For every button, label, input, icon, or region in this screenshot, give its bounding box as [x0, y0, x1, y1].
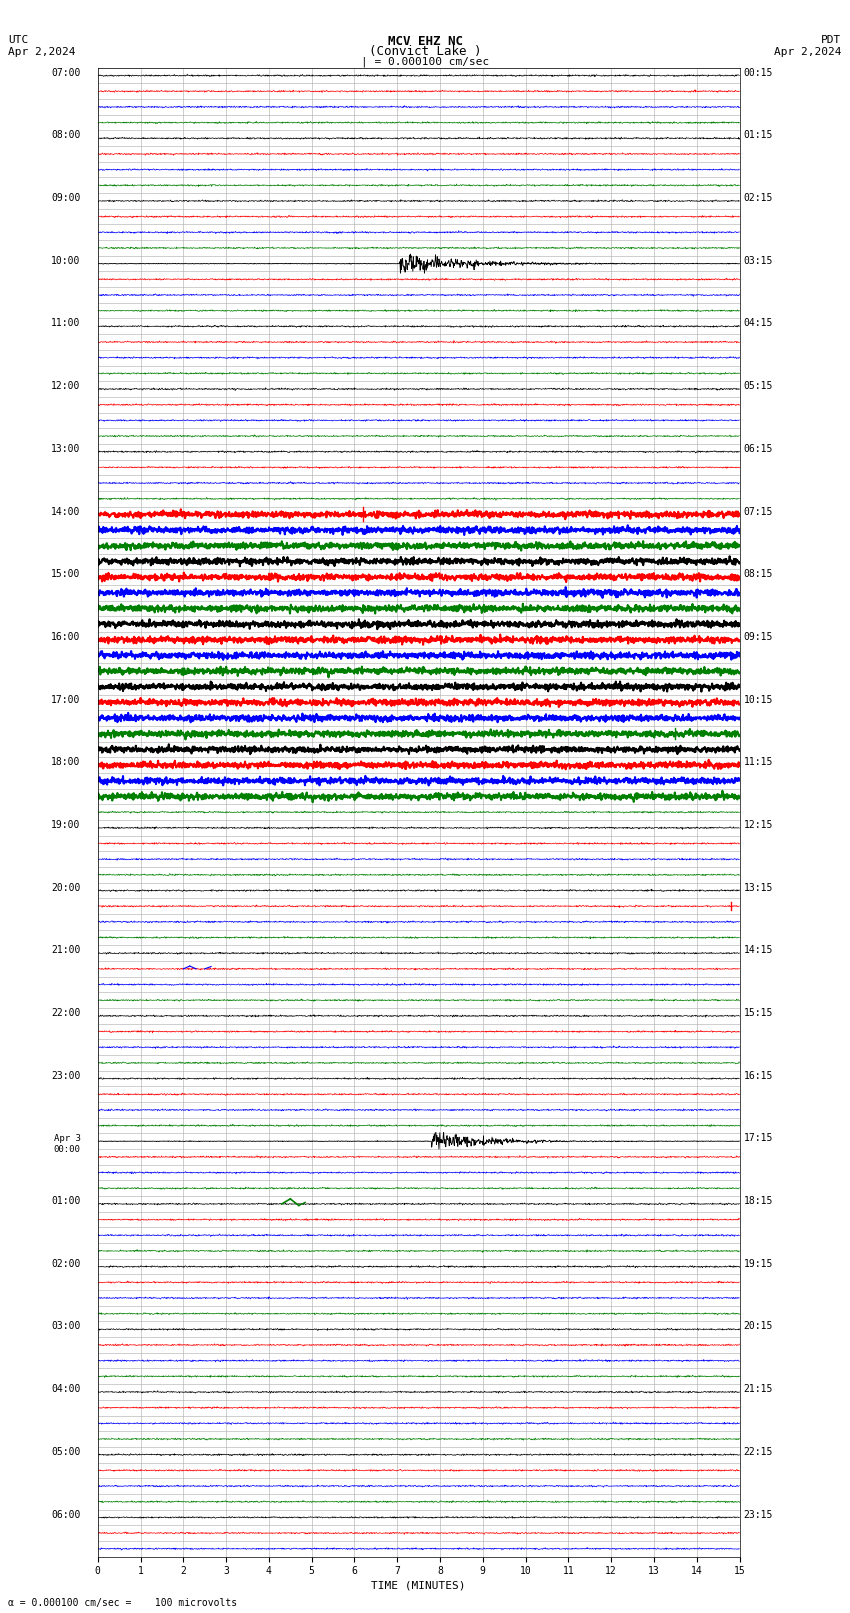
Text: Apr 3
00:00: Apr 3 00:00 [54, 1134, 81, 1153]
Text: 03:00: 03:00 [51, 1321, 81, 1331]
Text: 14:00: 14:00 [51, 506, 81, 516]
Text: | = 0.000100 cm/sec: | = 0.000100 cm/sec [361, 56, 489, 68]
Text: 23:15: 23:15 [744, 1510, 774, 1519]
Text: 04:00: 04:00 [51, 1384, 81, 1394]
Text: 18:00: 18:00 [51, 756, 81, 768]
Text: 06:15: 06:15 [744, 444, 774, 453]
Text: 15:00: 15:00 [51, 569, 81, 579]
Text: 01:00: 01:00 [51, 1197, 81, 1207]
Text: 13:15: 13:15 [744, 882, 774, 892]
Text: 22:00: 22:00 [51, 1008, 81, 1018]
Text: 22:15: 22:15 [744, 1447, 774, 1457]
Text: 19:15: 19:15 [744, 1258, 774, 1269]
Text: 11:00: 11:00 [51, 318, 81, 329]
Text: 03:15: 03:15 [744, 256, 774, 266]
Text: 23:00: 23:00 [51, 1071, 81, 1081]
Text: 18:15: 18:15 [744, 1197, 774, 1207]
Text: 20:15: 20:15 [744, 1321, 774, 1331]
Text: 07:00: 07:00 [51, 68, 81, 77]
Text: 16:00: 16:00 [51, 632, 81, 642]
Text: 21:15: 21:15 [744, 1384, 774, 1394]
Text: 04:15: 04:15 [744, 318, 774, 329]
Text: (Convict Lake ): (Convict Lake ) [369, 45, 481, 58]
Text: Apr 2,2024: Apr 2,2024 [8, 47, 76, 56]
Text: 05:15: 05:15 [744, 381, 774, 392]
Text: 19:00: 19:00 [51, 819, 81, 831]
Text: 11:15: 11:15 [744, 756, 774, 768]
Text: 10:00: 10:00 [51, 256, 81, 266]
Text: 16:15: 16:15 [744, 1071, 774, 1081]
Text: 13:00: 13:00 [51, 444, 81, 453]
Text: 05:00: 05:00 [51, 1447, 81, 1457]
Text: 21:00: 21:00 [51, 945, 81, 955]
Text: Apr 2,2024: Apr 2,2024 [774, 47, 842, 56]
Text: 12:15: 12:15 [744, 819, 774, 831]
Text: 07:15: 07:15 [744, 506, 774, 516]
Text: 15:15: 15:15 [744, 1008, 774, 1018]
Text: 08:15: 08:15 [744, 569, 774, 579]
Text: MCV EHZ NC: MCV EHZ NC [388, 35, 462, 48]
X-axis label: TIME (MINUTES): TIME (MINUTES) [371, 1581, 466, 1590]
Text: 08:00: 08:00 [51, 131, 81, 140]
Text: 01:15: 01:15 [744, 131, 774, 140]
Text: 06:00: 06:00 [51, 1510, 81, 1519]
Text: 17:00: 17:00 [51, 695, 81, 705]
Text: 10:15: 10:15 [744, 695, 774, 705]
Text: 09:00: 09:00 [51, 194, 81, 203]
Text: 17:15: 17:15 [744, 1134, 774, 1144]
Text: 00:15: 00:15 [744, 68, 774, 77]
Text: 02:00: 02:00 [51, 1258, 81, 1269]
Text: 12:00: 12:00 [51, 381, 81, 392]
Text: 14:15: 14:15 [744, 945, 774, 955]
Text: 09:15: 09:15 [744, 632, 774, 642]
Text: UTC: UTC [8, 35, 29, 45]
Text: α = 0.000100 cm/sec =    100 microvolts: α = 0.000100 cm/sec = 100 microvolts [8, 1598, 238, 1608]
Text: PDT: PDT [821, 35, 842, 45]
Text: 20:00: 20:00 [51, 882, 81, 892]
Text: 02:15: 02:15 [744, 194, 774, 203]
